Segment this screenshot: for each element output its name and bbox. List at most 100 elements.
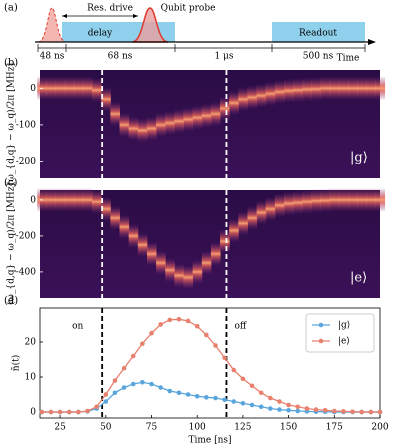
heatmap-ridge (274, 193, 285, 218)
panel-label: (c) (4, 178, 18, 189)
x-tick-label: 150 (280, 423, 297, 433)
heatmap-ridge (238, 211, 248, 236)
data-point (286, 402, 291, 408)
qubit-probe-label: Qubit probe (161, 4, 216, 14)
data-point (277, 399, 282, 404)
heatmap-ridge (128, 223, 139, 248)
heatmap-ridge (338, 76, 349, 101)
data-point (85, 408, 90, 414)
data-point (140, 379, 145, 385)
data-point (194, 323, 200, 329)
heatmap-ridge (119, 112, 130, 137)
heatmap-ridge (265, 81, 276, 106)
heatmap-ridge (46, 187, 57, 212)
duration-brackets (37, 44, 366, 52)
heatmap-ridge (256, 83, 267, 108)
qubit-probe-pulse (131, 7, 169, 43)
heatmap-ridge (311, 77, 322, 102)
heatmap-ridge (101, 87, 111, 112)
data-point (167, 317, 173, 323)
data-point (39, 409, 45, 415)
heatmap-ridge (82, 76, 93, 101)
heatmap-ridge (156, 112, 166, 137)
data-point (222, 355, 227, 361)
duration-label: 500 ns (303, 52, 334, 62)
data-point (121, 365, 127, 371)
heatmap-ridge (156, 250, 166, 275)
x-tick-label: 75 (146, 423, 158, 433)
heatmap-ridge (183, 265, 194, 290)
y-tick-label: -200 (16, 231, 36, 241)
data-point (57, 409, 63, 415)
data-point (258, 404, 264, 410)
delay-label: delay (88, 29, 113, 39)
heatmap-ridge (174, 263, 184, 288)
data-point (140, 341, 145, 347)
y-tick-label: 20 (25, 337, 37, 347)
data-point (48, 409, 54, 415)
heatmap-ridge (265, 196, 276, 221)
heatmap-ridge (357, 187, 367, 212)
data-point (350, 409, 355, 414)
heatmap-ridge (247, 85, 258, 110)
data-point (268, 406, 273, 411)
data-point (103, 392, 109, 397)
data-point (94, 404, 99, 410)
data-point (204, 395, 209, 400)
duration-label: 68 ns (108, 52, 133, 62)
data-point (295, 404, 301, 410)
data-point (66, 409, 72, 415)
heatmap-ridge (92, 189, 102, 214)
y-tick-label: -200 (16, 157, 36, 167)
res-drive-label: Res. drive (87, 4, 133, 14)
data-point (112, 390, 118, 396)
legend-marker (318, 322, 324, 328)
y-tick-label: 0 (30, 195, 36, 205)
heatmap-ridge (46, 76, 57, 101)
y-tick-label: -400 (16, 267, 36, 277)
data-point (240, 400, 246, 406)
data-point (341, 409, 346, 414)
duration-label: 1 μs (214, 52, 233, 62)
data-point (158, 322, 163, 327)
data-point (213, 395, 218, 401)
x-tick-label: 25 (54, 423, 66, 433)
annotation: off (234, 322, 246, 332)
heatmap-ridge (137, 232, 148, 257)
data-point (231, 399, 237, 404)
data-point (249, 402, 255, 408)
heatmap-ridge (348, 76, 358, 101)
data-point (258, 390, 264, 396)
data-point (231, 367, 237, 373)
data-point (213, 343, 218, 348)
x-tick-label: 175 (326, 423, 343, 433)
y-tick-label: 0 (30, 408, 36, 418)
heatmap-ridge (73, 187, 84, 212)
y-axis-label: n̄(t) (11, 355, 22, 371)
data-point (304, 406, 310, 411)
timing-diagram: (a) delay Readout Res. drive Qubit probe… (4, 3, 376, 64)
data-point (249, 383, 255, 389)
heatmap-ridge (174, 109, 184, 134)
data-point (121, 385, 127, 390)
data-point (112, 378, 118, 383)
heatmap-ridge (146, 116, 157, 141)
heatmap-ridge (229, 90, 239, 115)
heatmap-ridge (256, 200, 267, 225)
res-drive-pulse (37, 7, 67, 43)
readout-label: Readout (299, 29, 337, 39)
heatmap-ridge (238, 87, 248, 112)
heatmap-ridge (82, 187, 93, 212)
data-point (176, 316, 182, 322)
data-point (332, 408, 337, 414)
heatmap-ridge (302, 77, 312, 102)
heatmap-ridge (210, 241, 221, 266)
arrow-head (368, 39, 376, 45)
x-axis-label: Time [ns] (188, 436, 231, 446)
heatmap-ridge (293, 78, 303, 103)
data-point (204, 332, 209, 338)
heatmap-ridge (210, 101, 221, 126)
data-point (149, 330, 154, 336)
panel-label: (b) (4, 58, 18, 69)
panel-label: (d) (4, 296, 18, 307)
